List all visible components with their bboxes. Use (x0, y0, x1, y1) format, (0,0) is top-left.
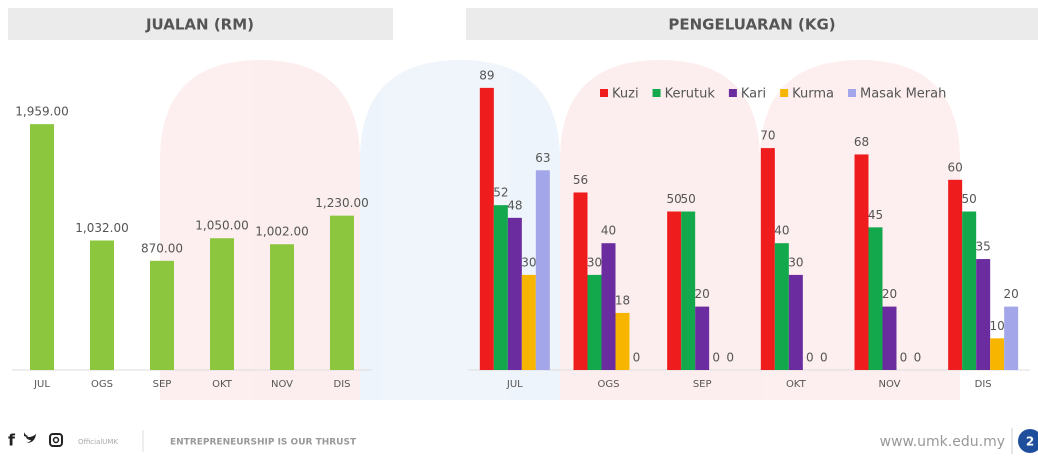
bar (521, 274, 536, 370)
data-label: 63 (535, 151, 550, 165)
data-label: 0 (726, 351, 734, 365)
data-label: 1,032.00 (75, 221, 128, 235)
data-label: 50 (681, 192, 696, 206)
bar (507, 217, 522, 370)
bar (535, 170, 550, 370)
data-label: 1,002.00 (255, 225, 308, 239)
legend-swatch (652, 89, 661, 97)
bar (990, 338, 1005, 370)
bar (854, 154, 869, 370)
bar (601, 243, 616, 370)
bar (330, 215, 354, 370)
title-bar (8, 8, 393, 40)
data-label: 60 (948, 160, 963, 174)
x-tick-label: NOV (878, 379, 900, 390)
x-tick-label: NOV (271, 379, 293, 390)
x-tick-label: DIS (975, 379, 992, 390)
data-label: 52 (493, 186, 508, 200)
data-label: 0 (914, 351, 922, 365)
bar (681, 211, 696, 370)
bar (962, 211, 977, 370)
legend-swatch (780, 89, 789, 97)
svg-text:f: f (8, 431, 16, 450)
page-number: 2 (1026, 435, 1034, 449)
data-label: 48 (507, 198, 522, 212)
data-label: 1,230.00 (315, 196, 368, 210)
bar (976, 259, 991, 370)
bar (479, 87, 494, 371)
social-icons: f (8, 431, 63, 450)
social-handle: OfficialUMK (78, 438, 118, 446)
data-label: 89 (479, 68, 494, 82)
data-label: 0 (806, 351, 814, 365)
data-label: 45 (868, 208, 883, 222)
data-label: 870.00 (141, 241, 183, 255)
legend-label: Kuzi (612, 87, 639, 102)
bar (695, 306, 710, 370)
data-label: 50 (962, 192, 977, 206)
bar (1004, 306, 1019, 370)
bar (667, 211, 682, 370)
chart-title: JUALAN (RM) (145, 16, 254, 34)
legend-label: Kari (741, 87, 766, 102)
chart-title: PENGELUARAN (KG) (668, 16, 835, 34)
legend-label: Kurma (792, 87, 834, 102)
title-bar (466, 8, 1038, 40)
x-tick-label: JUL (33, 379, 50, 390)
data-label: 30 (521, 255, 536, 269)
bar (774, 243, 789, 370)
bar (587, 274, 602, 370)
x-tick-label: SEP (693, 379, 712, 390)
data-label: 68 (854, 135, 869, 149)
page-badge (1018, 429, 1038, 453)
bar (868, 227, 883, 370)
data-label: 0 (900, 351, 908, 365)
data-label: 35 (976, 240, 991, 254)
legend-label: Kerutuk (665, 87, 716, 102)
bar (270, 244, 294, 370)
data-label: 0 (633, 351, 641, 365)
bar (150, 260, 174, 370)
data-label: 20 (1004, 287, 1019, 301)
data-label: 0 (820, 351, 828, 365)
data-label: 18 (615, 293, 630, 307)
data-label: 10 (990, 319, 1005, 333)
bar (948, 179, 963, 370)
bar (493, 205, 508, 370)
data-label: 40 (774, 224, 789, 238)
x-tick-label: OGS (91, 379, 113, 390)
x-tick-label: SEP (153, 379, 172, 390)
x-tick-label: OKT (786, 379, 807, 390)
data-label: 0 (712, 351, 720, 365)
data-label: 70 (760, 129, 775, 143)
x-tick-label: OGS (598, 379, 620, 390)
data-label: 1,959.00 (15, 105, 68, 119)
data-label: 1,050.00 (195, 219, 248, 233)
x-tick-label: JUL (506, 379, 523, 390)
bar (90, 240, 114, 370)
bar (615, 312, 630, 370)
data-label: 30 (587, 255, 602, 269)
bar (882, 306, 897, 370)
data-label: 20 (882, 287, 897, 301)
slogan: ENTREPRENEURSHIP IS OUR THRUST (170, 438, 357, 448)
bar (30, 124, 54, 370)
data-label: 20 (695, 287, 710, 301)
data-label: 56 (573, 173, 588, 187)
data-label: 50 (667, 192, 682, 206)
x-tick-label: DIS (334, 379, 351, 390)
bar (210, 238, 234, 370)
bar (788, 274, 803, 370)
bar (573, 192, 588, 370)
bar (760, 148, 775, 370)
legend-swatch (848, 89, 856, 97)
website: www.umk.edu.my (880, 434, 1005, 450)
legend-swatch (600, 89, 608, 97)
data-label: 40 (601, 224, 616, 238)
legend-swatch (728, 89, 737, 97)
legend-label: Masak Merah (860, 87, 946, 102)
x-tick-label: OKT (212, 379, 233, 390)
data-label: 30 (788, 255, 803, 269)
